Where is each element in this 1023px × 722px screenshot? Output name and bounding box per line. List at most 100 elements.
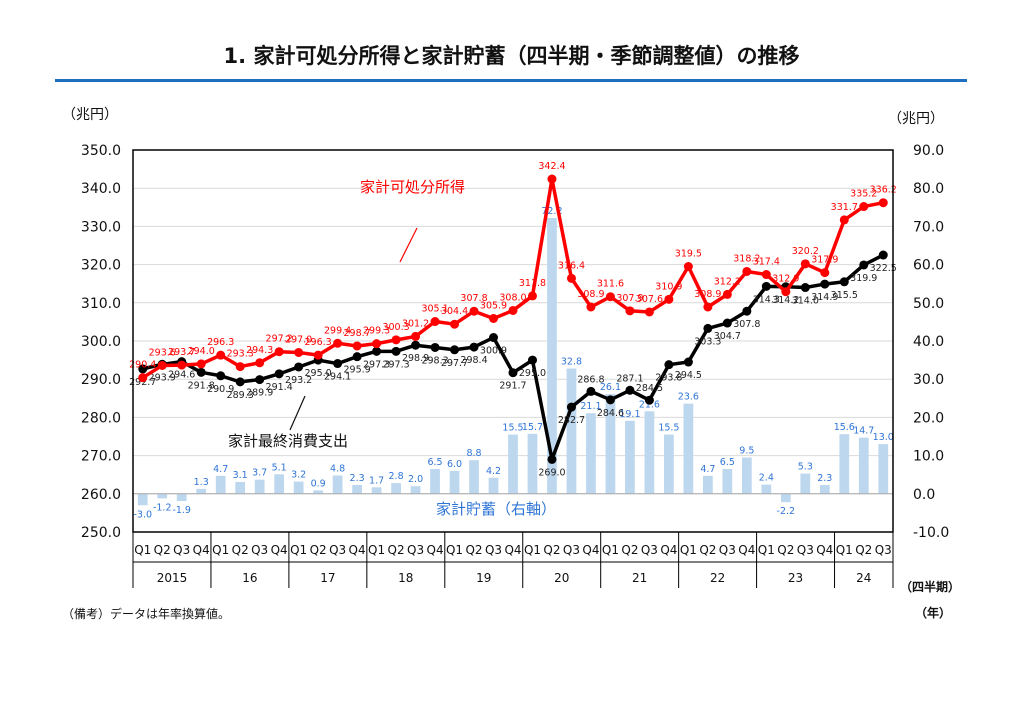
income-data-label: 312.2	[714, 276, 741, 287]
savings-data-label: 9.5	[739, 446, 754, 457]
income-data-label: 317.4	[753, 257, 780, 268]
quarter-label: Q4	[816, 543, 833, 557]
consumption-data-label: 291.8	[188, 380, 215, 391]
savings-data-label: 21.6	[639, 399, 660, 410]
income-data-label: 316.4	[558, 260, 585, 271]
consumption-point	[878, 250, 888, 260]
savings-bar	[274, 474, 285, 494]
consumption-data-label: 293.8	[655, 373, 682, 384]
consumption-point	[489, 333, 499, 343]
savings-bar	[761, 484, 772, 494]
quarter-label: Q1	[680, 543, 697, 557]
savings-data-label: 4.7	[700, 464, 715, 475]
income-data-label: 335.2	[850, 189, 877, 200]
right-axis-unit: （兆円）	[888, 111, 944, 127]
income-data-label: 308.9	[694, 289, 721, 300]
consumption-point	[761, 281, 771, 291]
consumption-data-label: 300.9	[480, 346, 507, 357]
savings-bar	[819, 485, 830, 494]
income-data-label: 307.9	[616, 293, 643, 304]
left-tick-label: 260.0	[81, 487, 121, 503]
right-tick-label: 70.0	[913, 219, 944, 235]
income-data-label: 297.2	[266, 334, 293, 345]
consumption-point	[566, 402, 576, 412]
consumption-point	[820, 279, 830, 289]
consumption-data-label: 289.3	[227, 390, 254, 401]
quarter-label: Q2	[699, 543, 716, 557]
consumption-point	[411, 340, 421, 350]
right-tick-label: 20.0	[913, 410, 944, 426]
savings-bar	[664, 434, 674, 494]
quarter-label: Q4	[427, 543, 444, 557]
right-tick-label: 0.0	[913, 487, 935, 503]
consumption-data-label: 294.5	[675, 370, 702, 381]
right-tick-label: 60.0	[913, 258, 944, 274]
income-point	[839, 215, 849, 225]
income-point	[352, 341, 362, 351]
income-data-label: 297.0	[285, 334, 312, 345]
right-tick-label: -10.0	[913, 525, 949, 541]
savings-bar	[488, 477, 499, 494]
consumption-point	[294, 362, 304, 372]
income-data-label: 298.7	[344, 328, 371, 339]
right-tick-label: 30.0	[913, 372, 944, 388]
quarter-label: Q2	[621, 543, 638, 557]
income-data-label: 293.6	[149, 347, 176, 358]
income-point	[878, 198, 888, 208]
income-data-label: 318.2	[733, 253, 760, 264]
consumption-data-label: 284.5	[636, 383, 663, 394]
income-point	[683, 262, 693, 272]
income-point	[742, 266, 752, 276]
savings-bar	[352, 485, 362, 494]
savings-bar	[741, 457, 752, 494]
consumption-point	[430, 342, 440, 352]
consumption-data-label: 295.0	[305, 368, 332, 379]
savings-bar	[878, 444, 889, 494]
income-data-label: 320.2	[792, 246, 819, 257]
savings-bar	[527, 433, 538, 494]
savings-data-label: 15.5	[502, 423, 523, 434]
savings-bar	[839, 434, 850, 494]
quarter-label: Q3	[329, 543, 346, 557]
consumption-point	[703, 323, 713, 333]
quarter-label: Q3	[251, 543, 268, 557]
savings-data-label: 3.2	[291, 470, 306, 481]
savings-data-label: 6.0	[447, 459, 462, 470]
income-data-label: 319.5	[675, 249, 702, 260]
quarter-label: Q4	[660, 543, 677, 557]
left-tick-label: 280.0	[81, 410, 121, 426]
consumption-data-label: 295.0	[519, 368, 546, 379]
left-tick-label: 340.0	[81, 181, 121, 197]
quarter-label: Q4	[193, 543, 210, 557]
income-point	[411, 331, 421, 341]
income-point	[177, 360, 187, 370]
year-label: 17	[320, 571, 335, 585]
savings-bar	[547, 217, 557, 494]
consumption-point	[469, 342, 479, 352]
income-point	[255, 358, 265, 368]
consumption-point	[255, 375, 265, 385]
consumption-data-label: 294.1	[324, 372, 351, 383]
income-point	[547, 174, 557, 184]
plot-border	[132, 149, 894, 533]
year-label: 2015	[157, 571, 188, 585]
consumption-point	[352, 352, 362, 362]
income-point	[235, 362, 245, 372]
consumption-point	[547, 454, 557, 464]
year-unit: （年）	[915, 605, 951, 620]
savings-bar	[313, 490, 323, 494]
year-label: 19	[476, 571, 491, 585]
quarter-label: Q1	[368, 543, 385, 557]
savings-bar	[332, 475, 343, 494]
consumption-data-label: 297.3	[382, 359, 409, 370]
quarter-label: Q3	[719, 543, 736, 557]
consumption-data-label: 286.8	[577, 374, 604, 385]
income-point	[800, 259, 810, 269]
savings-bar	[780, 493, 791, 503]
savings-bar	[566, 368, 577, 494]
consumption-data-label: 289.9	[246, 388, 273, 399]
savings-data-label: 19.1	[619, 409, 640, 420]
income-data-label: 317.9	[811, 255, 838, 266]
quarter-label: Q4	[582, 543, 599, 557]
